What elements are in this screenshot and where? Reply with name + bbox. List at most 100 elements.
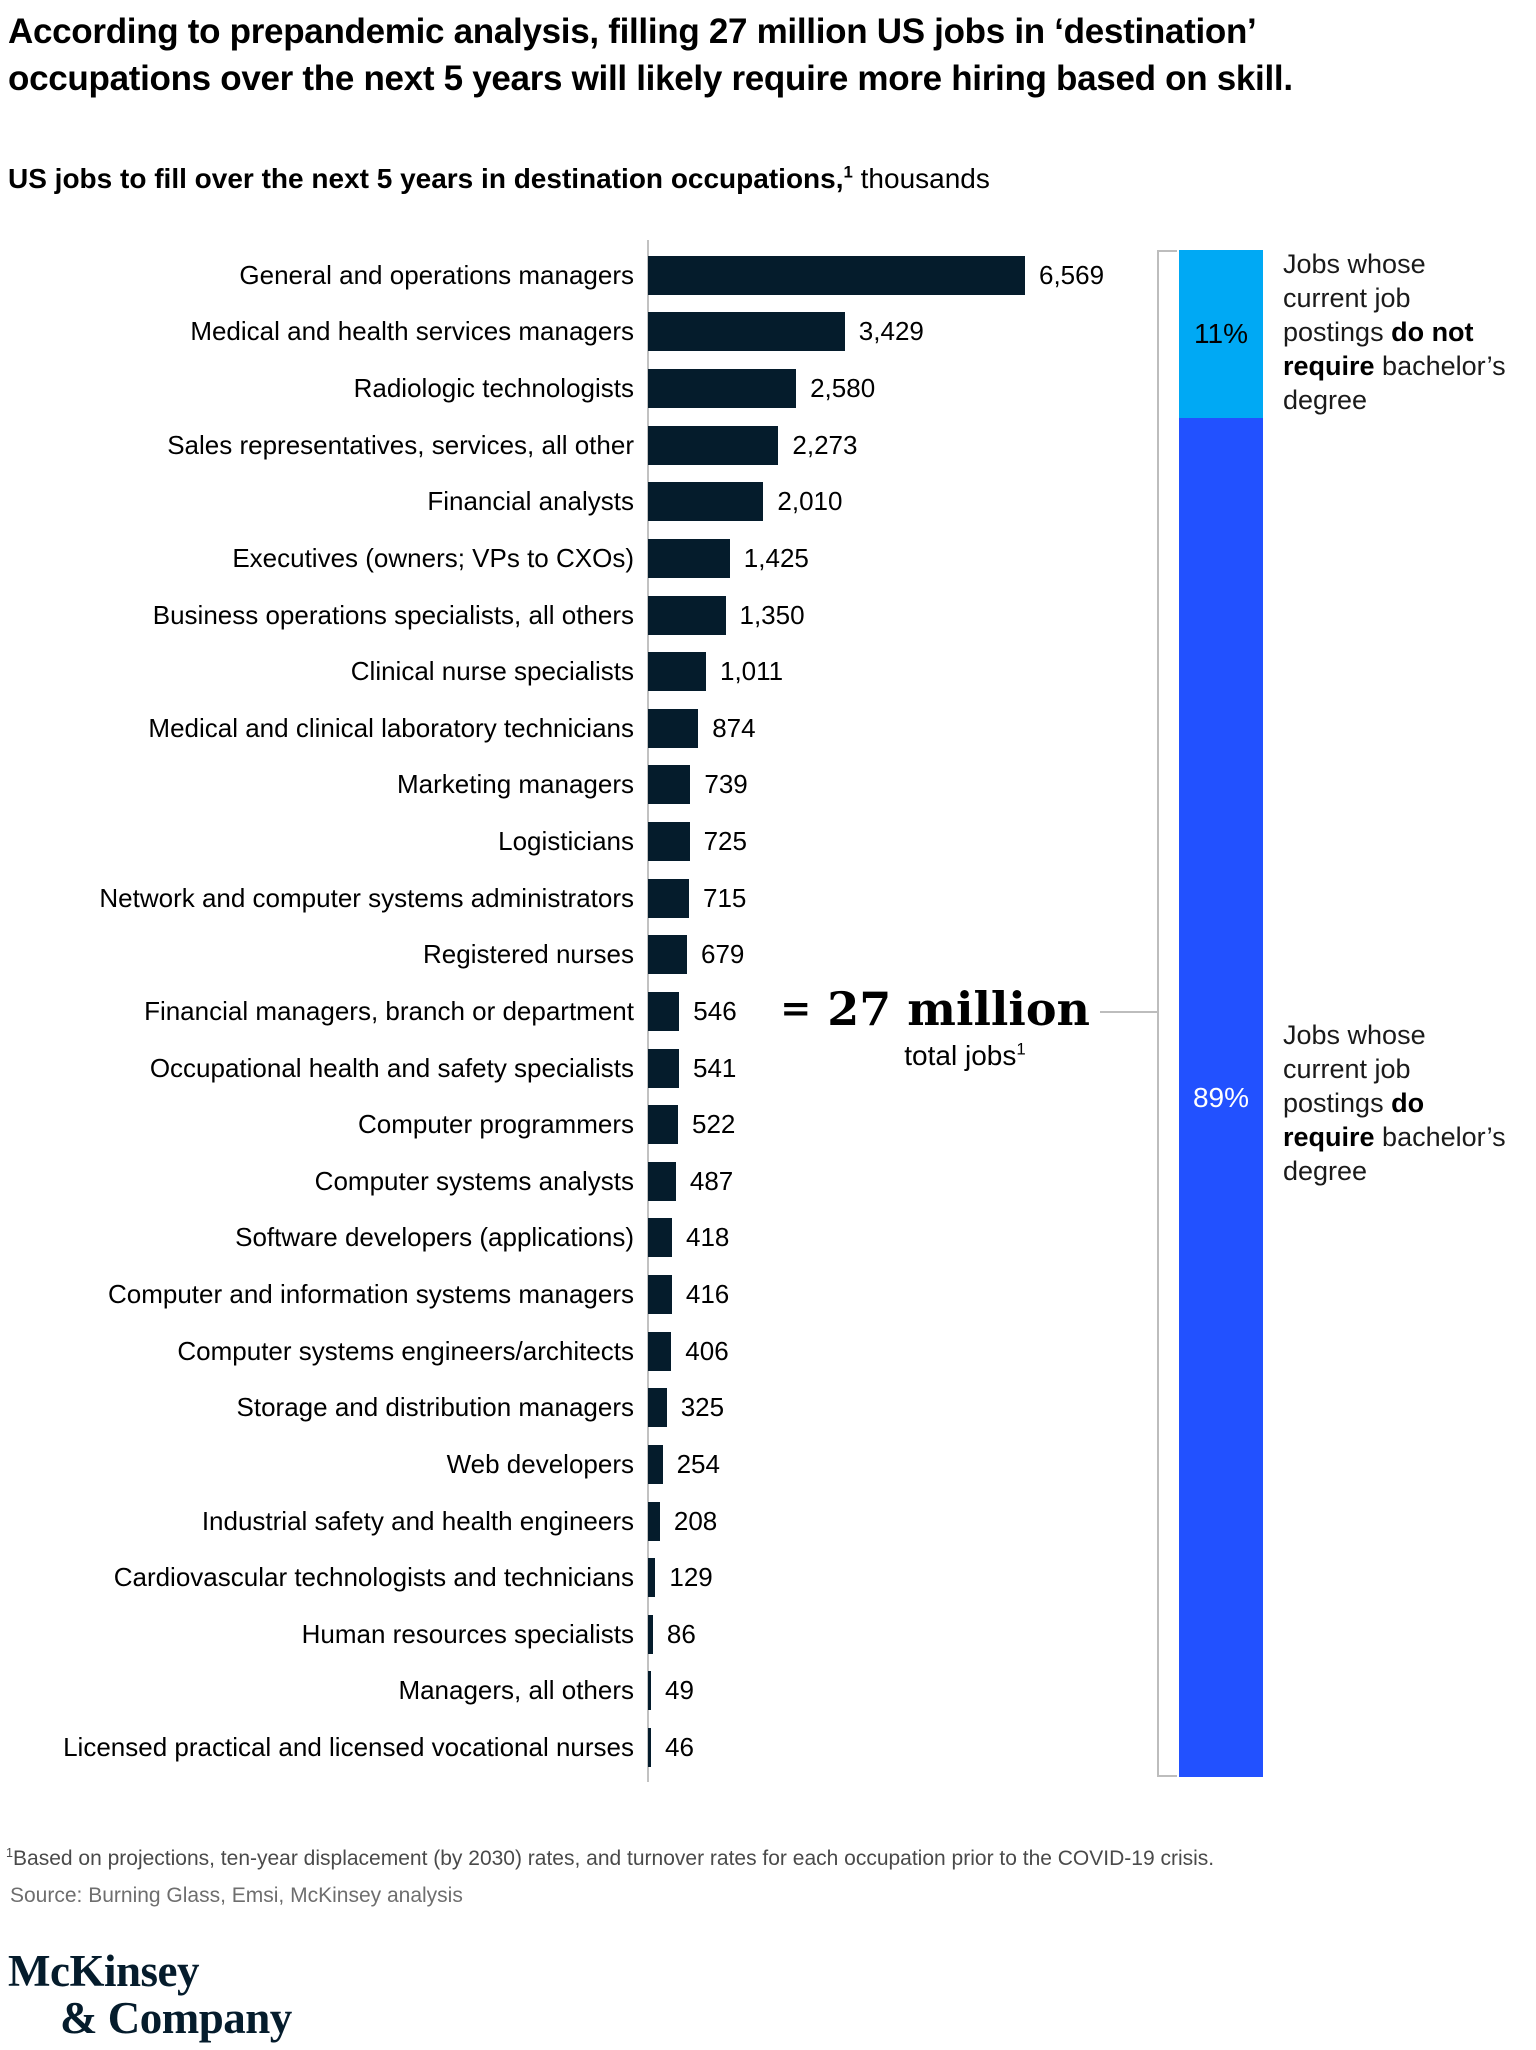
legend-text-post: bachelor’s xyxy=(1374,351,1506,381)
legend-text-bold: do xyxy=(1391,1088,1425,1118)
bar-row: Financial managers, branch or department… xyxy=(0,983,1160,1040)
total-jobs-number: 27 million xyxy=(811,982,1090,1036)
value-label: 208 xyxy=(673,1505,718,1536)
legend-text-bold: require xyxy=(1283,351,1375,381)
value-label: 46 xyxy=(665,1732,694,1763)
bar xyxy=(648,1331,672,1371)
value-label: 1,350 xyxy=(739,599,805,630)
bar xyxy=(648,1218,672,1258)
category-label: Industrial safety and health engineers xyxy=(201,1505,634,1536)
category-label: Business operations specialists, all oth… xyxy=(152,599,634,630)
segment-degree: 89% xyxy=(1179,418,1263,1777)
bar-row: Managers, all others 49 xyxy=(0,1663,1160,1720)
bar-row: Storage and distribution managers 325 xyxy=(0,1380,1160,1437)
logo-line-1: McKinsey xyxy=(8,1946,199,1996)
value-label: 86 xyxy=(666,1618,696,1649)
legend-text-pre: degree xyxy=(1283,1156,1368,1186)
chart-subtitle: US jobs to fill over the next 5 years in… xyxy=(8,163,990,195)
value-label: 522 xyxy=(692,1109,736,1140)
value-label: 874 xyxy=(712,712,756,743)
bar-row: Web developers 254 xyxy=(0,1436,1160,1493)
category-label: Computer and information systems manager… xyxy=(107,1279,634,1310)
bar xyxy=(648,652,706,692)
bar-row: Occupational health and safety specialis… xyxy=(0,1040,1160,1097)
bar xyxy=(648,765,691,805)
source-line: Source: Burning Glass, Emsi, McKinsey an… xyxy=(10,1884,463,1907)
legend-line: degree xyxy=(1283,1154,1533,1188)
logo-line-2: & Company xyxy=(60,1993,292,2043)
legend-text-pre: current job xyxy=(1283,1054,1411,1084)
legend-line: postings do not xyxy=(1283,315,1533,349)
footnote-text: Based on projections, ten-year displacem… xyxy=(13,1847,1215,1870)
bar xyxy=(648,708,699,748)
subtitle-footnote-marker: 1 xyxy=(843,162,853,182)
bar-row: Licensed practical and licensed vocation… xyxy=(0,1719,1160,1776)
bar-row: Computer and information systems manager… xyxy=(0,1266,1160,1323)
bar-row: General and operations managers 6,569 xyxy=(0,247,1160,304)
value-label: 546 xyxy=(693,995,737,1026)
bar xyxy=(648,482,764,522)
total-jobs-value: = 27 million xyxy=(600,982,1090,1036)
bar xyxy=(648,1558,656,1598)
bar xyxy=(648,538,730,578)
value-label: 2,273 xyxy=(792,429,858,460)
value-label: 725 xyxy=(703,826,747,857)
category-label: Radiologic technologists xyxy=(353,373,634,404)
bar xyxy=(648,1275,672,1315)
equals-sign: = xyxy=(780,986,812,1030)
value-label: 2,010 xyxy=(777,486,843,517)
bar xyxy=(648,255,1025,295)
bar xyxy=(648,1501,660,1541)
total-jobs-caption: total jobs1 xyxy=(815,1040,1115,1072)
category-label: Web developers xyxy=(446,1448,634,1479)
category-label: Human resources specialists xyxy=(301,1618,634,1649)
bar xyxy=(648,1161,676,1201)
category-label: Software developers (applications) xyxy=(235,1222,634,1253)
value-label: 541 xyxy=(693,1052,737,1083)
category-label: General and operations managers xyxy=(239,259,634,290)
value-label: 6,569 xyxy=(1039,259,1105,290)
bar-row: Software developers (applications) 418 xyxy=(0,1210,1160,1267)
category-label: Medical and health services managers xyxy=(190,316,634,347)
category-label: Registered nurses xyxy=(423,939,634,970)
category-label: Occupational health and safety specialis… xyxy=(149,1052,634,1083)
bar xyxy=(648,935,687,975)
category-label: Financial analysts xyxy=(427,486,634,517)
bar xyxy=(648,1048,679,1088)
bar-row: Human resources specialists 86 xyxy=(0,1606,1160,1663)
legend-text-bold: do not xyxy=(1391,317,1474,347)
footnote-marker: 1 xyxy=(6,1846,14,1860)
legend-line: current job xyxy=(1283,281,1533,315)
segment-no-degree: 11% xyxy=(1179,250,1263,418)
bar xyxy=(648,595,726,635)
subtitle-units: thousands xyxy=(852,163,990,194)
page-title: According to prepandemic analysis, filli… xyxy=(8,8,1530,102)
category-label: Network and computer systems administrat… xyxy=(99,882,634,913)
value-label: 1,425 xyxy=(743,542,809,573)
value-label: 715 xyxy=(703,882,747,913)
bar xyxy=(648,878,689,918)
legend-text-pre: postings xyxy=(1283,317,1392,347)
legend-line: postings do xyxy=(1283,1086,1533,1120)
bar-row: Cardiovascular technologists and technic… xyxy=(0,1549,1160,1606)
category-label: Computer programmers xyxy=(358,1109,634,1140)
bar-row: Registered nurses 679 xyxy=(0,927,1160,984)
value-label: 49 xyxy=(665,1675,694,1706)
subtitle-bold: US jobs to fill over the next 5 years in… xyxy=(8,163,844,194)
total-connector-line xyxy=(1100,1011,1158,1013)
category-label: Marketing managers xyxy=(397,769,634,800)
legend-line: require bachelor’s xyxy=(1283,349,1533,383)
bar xyxy=(648,1388,667,1428)
bar xyxy=(648,1444,663,1484)
stacked-percent-bar: 11% 89% xyxy=(1179,250,1263,1777)
bar xyxy=(648,1614,653,1654)
legend-line: degree xyxy=(1283,383,1533,417)
title-line-1: According to prepandemic analysis, filli… xyxy=(8,12,1257,51)
category-label: Medical and clinical laboratory technici… xyxy=(148,712,634,743)
value-label: 3,429 xyxy=(858,316,924,347)
bar-row: Computer systems analysts 487 xyxy=(0,1153,1160,1210)
total-bracket xyxy=(1157,250,1177,1777)
category-label: Managers, all others xyxy=(398,1675,634,1706)
legend-no-degree: Jobs whose current job postings do not requ… xyxy=(1283,247,1533,417)
legend-text-post: bachelor’s xyxy=(1374,1122,1506,1152)
